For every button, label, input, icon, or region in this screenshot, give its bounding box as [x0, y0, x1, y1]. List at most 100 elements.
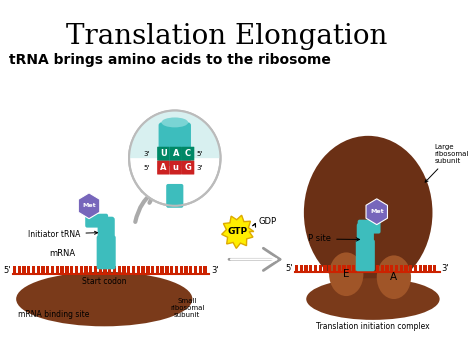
Bar: [170, 266, 173, 274]
Bar: [108, 266, 111, 274]
FancyBboxPatch shape: [85, 214, 108, 228]
Bar: [319, 265, 322, 272]
Text: 3': 3': [211, 266, 219, 275]
FancyBboxPatch shape: [357, 223, 374, 246]
Bar: [400, 265, 403, 272]
Bar: [409, 265, 412, 272]
FancyBboxPatch shape: [358, 220, 381, 234]
Bar: [423, 265, 427, 272]
Polygon shape: [222, 215, 254, 248]
Bar: [22, 266, 26, 274]
Ellipse shape: [16, 272, 192, 326]
Bar: [414, 265, 417, 272]
Text: A: A: [173, 149, 179, 158]
Text: Met: Met: [82, 203, 96, 208]
Text: u: u: [173, 163, 179, 172]
Text: mRNA binding site: mRNA binding site: [18, 310, 90, 319]
Ellipse shape: [162, 118, 188, 127]
Bar: [41, 266, 45, 274]
Bar: [309, 265, 312, 272]
Bar: [395, 265, 398, 272]
Bar: [122, 266, 126, 274]
Bar: [189, 266, 192, 274]
Text: Start codon: Start codon: [82, 277, 127, 286]
Text: Initiator tRNA: Initiator tRNA: [28, 230, 98, 239]
Bar: [103, 266, 107, 274]
FancyBboxPatch shape: [182, 160, 194, 175]
Bar: [175, 266, 178, 274]
Bar: [80, 266, 83, 274]
Text: mRNA: mRNA: [49, 249, 75, 258]
Bar: [156, 266, 159, 274]
Wedge shape: [129, 110, 220, 158]
FancyBboxPatch shape: [98, 217, 115, 242]
Bar: [300, 265, 303, 272]
Bar: [165, 266, 169, 274]
Ellipse shape: [306, 278, 439, 320]
Bar: [376, 265, 379, 272]
Bar: [113, 266, 116, 274]
Bar: [118, 266, 121, 274]
Text: Translation Elongation: Translation Elongation: [66, 23, 388, 50]
Bar: [161, 266, 164, 274]
Text: 5': 5': [197, 151, 203, 157]
Bar: [314, 265, 317, 272]
FancyBboxPatch shape: [170, 147, 182, 160]
Text: Met: Met: [370, 209, 383, 214]
Text: 3': 3': [197, 165, 203, 171]
Bar: [333, 265, 336, 272]
Bar: [51, 266, 54, 274]
Text: E: E: [343, 269, 349, 279]
Text: 3': 3': [144, 151, 150, 157]
Bar: [151, 266, 155, 274]
Bar: [184, 266, 188, 274]
Text: 3': 3': [441, 264, 449, 273]
Bar: [141, 266, 145, 274]
Bar: [18, 266, 21, 274]
Text: A: A: [390, 272, 398, 282]
Bar: [433, 265, 436, 272]
Bar: [203, 266, 207, 274]
Bar: [357, 265, 360, 272]
Text: GTP: GTP: [228, 227, 248, 236]
Bar: [328, 265, 331, 272]
Bar: [89, 266, 92, 274]
Text: Translation initiation complex: Translation initiation complex: [316, 322, 430, 331]
Text: C: C: [185, 149, 191, 158]
FancyBboxPatch shape: [159, 122, 191, 166]
Bar: [132, 266, 135, 274]
Bar: [127, 266, 130, 274]
Bar: [304, 265, 308, 272]
FancyBboxPatch shape: [166, 184, 183, 208]
Bar: [428, 265, 431, 272]
Bar: [27, 266, 30, 274]
Bar: [65, 266, 69, 274]
Bar: [194, 266, 197, 274]
Text: tRNA brings amino acids to the ribosome: tRNA brings amino acids to the ribosome: [9, 53, 331, 67]
Text: Small
ribosomal
subunit: Small ribosomal subunit: [170, 298, 204, 318]
Bar: [94, 266, 97, 274]
Bar: [180, 266, 183, 274]
Bar: [84, 266, 88, 274]
FancyBboxPatch shape: [97, 235, 116, 269]
FancyBboxPatch shape: [170, 160, 182, 175]
Bar: [199, 266, 202, 274]
Ellipse shape: [304, 136, 432, 290]
Bar: [419, 265, 422, 272]
Bar: [13, 266, 16, 274]
Bar: [371, 265, 374, 272]
Bar: [99, 266, 102, 274]
Bar: [337, 265, 341, 272]
FancyArrowPatch shape: [253, 223, 255, 227]
Ellipse shape: [329, 252, 364, 296]
Bar: [70, 266, 73, 274]
Bar: [342, 265, 346, 272]
Bar: [404, 265, 408, 272]
Text: Large
ribosomal
subunit: Large ribosomal subunit: [425, 144, 469, 182]
Bar: [352, 265, 356, 272]
Bar: [146, 266, 149, 274]
Text: U: U: [160, 149, 167, 158]
Bar: [323, 265, 327, 272]
Text: 5': 5': [3, 266, 11, 275]
FancyBboxPatch shape: [157, 160, 170, 175]
